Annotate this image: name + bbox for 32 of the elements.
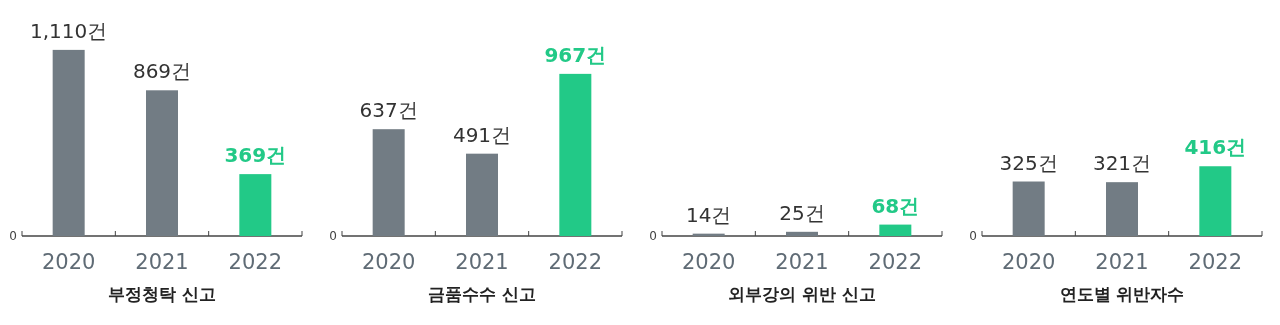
data-label: 637건 <box>359 98 418 123</box>
data-label: 416건 <box>1184 135 1247 160</box>
data-label: 869건 <box>132 59 192 84</box>
x-tick-label: 2022 <box>228 250 283 274</box>
x-tick-label: 2020 <box>1001 250 1056 274</box>
x-tick-label: 2022 <box>868 250 923 274</box>
data-label: 1,110건 <box>30 18 108 43</box>
text: 0 <box>329 229 337 243</box>
text: 0 <box>969 229 977 243</box>
text: 0 <box>649 229 657 243</box>
data-label: 321건 <box>1092 151 1152 176</box>
data-label: 325건 <box>999 150 1058 175</box>
x-axis-title: 외부강의 위반 신고 <box>728 284 876 304</box>
x-axis-title: 금품수수 신고 <box>428 284 536 304</box>
data-label: 68건 <box>871 193 920 218</box>
data-label: 25건 <box>779 200 825 225</box>
x-tick-label: 2021 <box>135 250 189 274</box>
x-axis-title: 부정청탁 신고 <box>108 284 216 304</box>
x-tick-label: 2022 <box>1188 250 1243 274</box>
data-label: 967건 <box>544 42 607 67</box>
data-label: 14건 <box>685 202 732 227</box>
x-tick-label: 2020 <box>41 250 96 274</box>
data-label: 491건 <box>452 122 512 147</box>
x-tick-label: 2021 <box>455 250 509 274</box>
x-tick-label: 2022 <box>548 250 603 274</box>
x-tick-label: 2021 <box>1095 250 1149 274</box>
x-tick-label: 2021 <box>775 250 829 274</box>
text: 0 <box>9 229 17 243</box>
x-tick-label: 2020 <box>361 250 416 274</box>
x-axis-title: 연도별 위반자수 <box>1059 284 1185 304</box>
x-tick-label: 2020 <box>681 250 736 274</box>
data-label: 369건 <box>224 143 287 168</box>
